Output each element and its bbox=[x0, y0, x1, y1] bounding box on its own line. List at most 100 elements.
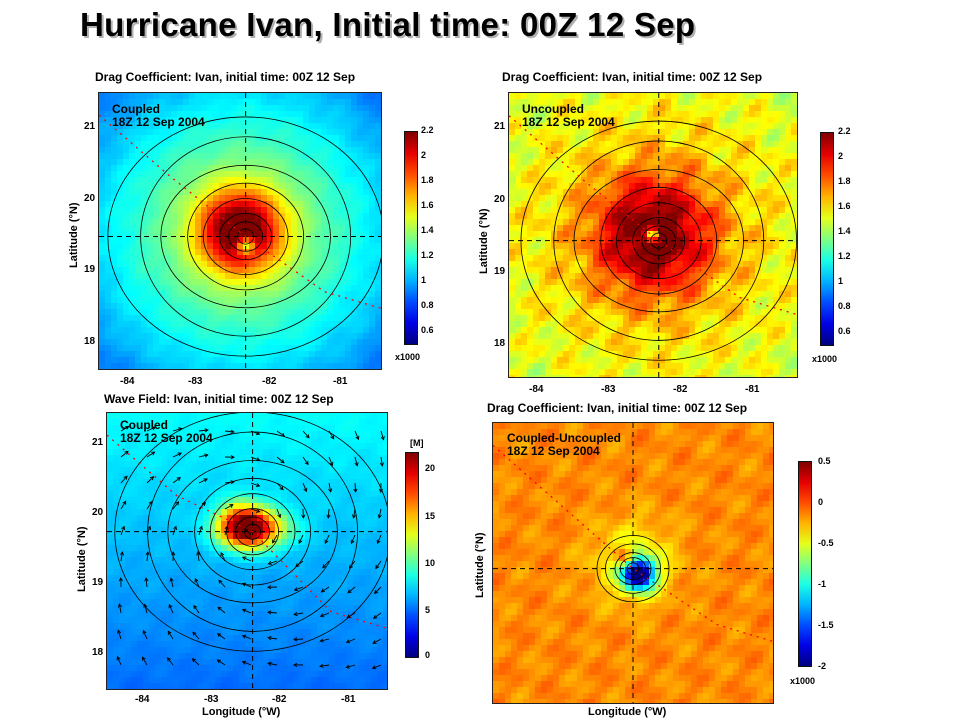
wave-arrow bbox=[276, 482, 284, 491]
wave-arrow bbox=[192, 631, 200, 640]
wave-arrow-head bbox=[372, 640, 377, 644]
panel-1-cbar-tick: 1.6 bbox=[421, 200, 434, 210]
hurricane-track bbox=[99, 114, 381, 309]
wave-arrow-head bbox=[241, 608, 247, 613]
wave-arrow-head bbox=[201, 501, 206, 507]
panel-4-cbar-tick: 0 bbox=[818, 497, 824, 507]
panel-3-map bbox=[106, 412, 388, 690]
wave-arrow bbox=[276, 508, 281, 518]
wave-arrow bbox=[172, 452, 182, 458]
wave-arrow-head bbox=[147, 525, 152, 531]
wave-arrow-head bbox=[168, 603, 173, 609]
wave-arrow-head bbox=[196, 551, 201, 556]
panel-3-xlabel: Longitude (°W) bbox=[202, 706, 281, 718]
wave-arrow bbox=[375, 560, 382, 569]
panel-3-cbar-tick: 5 bbox=[425, 605, 431, 615]
panel-3-field bbox=[107, 413, 387, 689]
panel-2-cbar-tick: 0.6 bbox=[838, 326, 851, 336]
panel-3-plot bbox=[107, 413, 387, 689]
wave-arrow-head bbox=[230, 480, 235, 485]
wave-arrow-head bbox=[267, 636, 272, 641]
wave-arrow-head bbox=[173, 525, 177, 531]
wave-arrow-head bbox=[151, 426, 157, 431]
wave-arrow-head bbox=[150, 476, 155, 481]
wave-arrow bbox=[346, 612, 356, 618]
wave-arrow bbox=[328, 456, 333, 466]
wave-arrow bbox=[373, 612, 382, 619]
wave-arrow bbox=[346, 638, 356, 643]
wave-arrow-head bbox=[176, 477, 181, 481]
wave-arrow-head bbox=[372, 614, 378, 619]
wave-arrow-head bbox=[194, 577, 199, 583]
wave-arrow bbox=[328, 430, 335, 439]
wave-arrow-head bbox=[220, 552, 225, 557]
panel-3-ylabel: Latitude (°N) bbox=[76, 526, 88, 592]
wave-arrow bbox=[224, 481, 234, 484]
wave-arrow bbox=[146, 451, 155, 458]
wave-arrow bbox=[224, 526, 228, 536]
wave-arrow bbox=[327, 508, 330, 519]
wave-arrow bbox=[172, 526, 177, 536]
wave-arrow bbox=[193, 605, 200, 614]
wave-arrow-head bbox=[144, 577, 149, 582]
wave-arrow-head bbox=[324, 539, 329, 545]
panel-4-annotation-line1: Coupled-Uncoupled bbox=[507, 431, 621, 445]
wave-arrow-head bbox=[216, 633, 222, 638]
panel-3-annotation: Coupled 18Z 12 Sep 2004 bbox=[120, 419, 213, 445]
panel-4-cbar-tick: -1.5 bbox=[818, 620, 834, 630]
panel-4-annotation: Coupled-Uncoupled 18Z 12 Sep 2004 bbox=[507, 432, 621, 458]
wave-arrow bbox=[267, 611, 278, 614]
panel-2-xtick: -81 bbox=[745, 384, 760, 395]
panel-2-colorbar bbox=[820, 132, 834, 346]
wave-arrow bbox=[378, 508, 382, 518]
wave-arrow-head bbox=[293, 587, 299, 592]
wave-arrow-head bbox=[191, 658, 196, 663]
wave-arrow-head bbox=[255, 457, 261, 462]
panel-2-ytick: 19 bbox=[494, 266, 506, 277]
panel-2-annotation-line1: Uncoupled bbox=[522, 102, 584, 116]
wave-arrow bbox=[217, 633, 226, 640]
wave-arrow-head bbox=[322, 564, 327, 569]
wave-arrow bbox=[198, 478, 208, 484]
wave-arrow bbox=[268, 662, 278, 666]
wave-arrow bbox=[294, 612, 304, 616]
wave-arrow bbox=[377, 534, 382, 544]
wave-arrow-head bbox=[177, 452, 182, 457]
panel-2-title: Drag Coefficient: Ivan, initial time: 00… bbox=[502, 70, 763, 84]
wave-arrow-head bbox=[280, 432, 286, 437]
panel-2-xtick: -84 bbox=[529, 384, 544, 395]
panel-1-ytick: 20 bbox=[84, 193, 96, 204]
wave-arrow-head bbox=[354, 462, 359, 467]
panel-2-cbar-tick: 0.8 bbox=[838, 301, 851, 311]
wave-arrow-head bbox=[346, 614, 351, 618]
wave-arrow-head bbox=[319, 638, 324, 643]
wave-arrow bbox=[320, 664, 330, 667]
wave-arrow bbox=[142, 630, 148, 640]
wave-arrow bbox=[120, 501, 127, 510]
wave-arrow bbox=[374, 586, 382, 594]
wave-arrow bbox=[146, 552, 149, 562]
wave-arrow-head bbox=[267, 661, 272, 666]
wave-arrow bbox=[120, 451, 129, 458]
wave-arrow-head bbox=[122, 500, 127, 505]
panel-2-field bbox=[509, 93, 797, 377]
panel-2-map bbox=[508, 92, 798, 378]
wave-arrow bbox=[192, 658, 200, 666]
panel-1-cbar-tick: 1.2 bbox=[421, 250, 434, 260]
wave-arrow-head bbox=[116, 655, 121, 661]
wave-arrow-head bbox=[345, 664, 350, 669]
wave-arrow-head bbox=[169, 577, 174, 582]
panel-4-field bbox=[493, 423, 773, 703]
wave-arrow bbox=[197, 552, 200, 562]
wave-arrow bbox=[268, 637, 278, 640]
wave-arrow bbox=[242, 661, 252, 666]
wave-arrow bbox=[198, 429, 208, 432]
wave-arrow bbox=[198, 454, 208, 458]
panel-4-annotation-line2: 18Z 12 Sep 2004 bbox=[507, 444, 600, 458]
wave-arrow-head bbox=[329, 461, 334, 467]
wave-arrow bbox=[276, 456, 285, 464]
wave-arrow-head bbox=[293, 637, 298, 642]
wave-arrow-head bbox=[319, 613, 325, 618]
wave-arrow bbox=[353, 508, 356, 518]
wave-arrow bbox=[380, 456, 383, 466]
